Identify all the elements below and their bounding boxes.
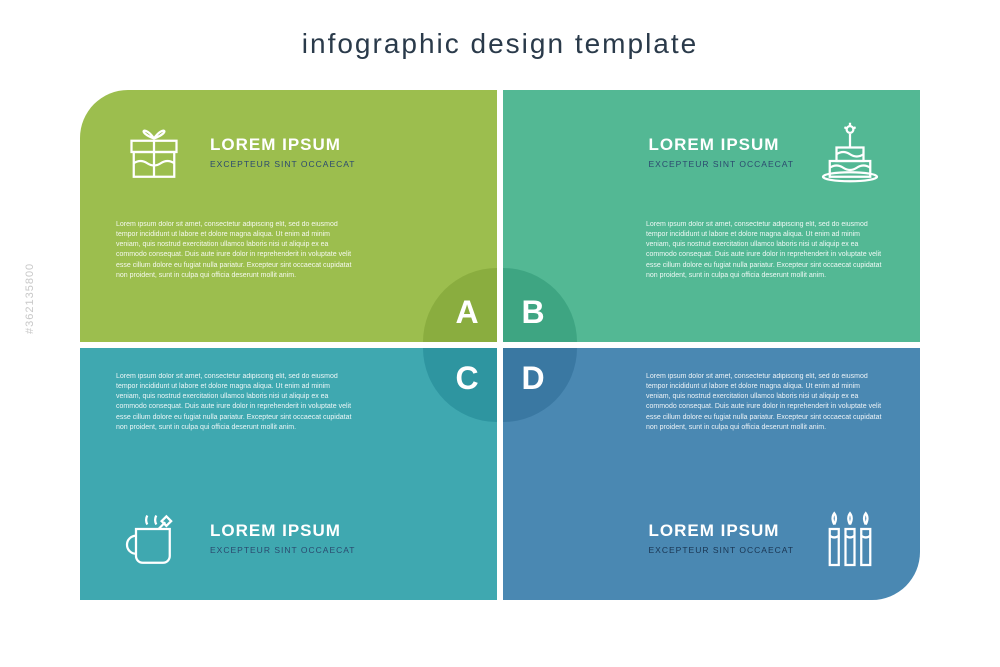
watermark-text: #362135800 (24, 262, 36, 333)
panel-a-heading: LOREM IPSUM (210, 135, 355, 155)
infographic-grid: LOREM IPSUM EXCEPTEUR SINT OCCAECAT Lore… (80, 90, 920, 600)
mug-icon (114, 498, 194, 578)
panel-a-letter: A (423, 268, 497, 342)
panel-b: LOREM IPSUM EXCEPTEUR SINT OCCAECAT Lore… (503, 90, 920, 342)
panel-d-heading: LOREM IPSUM (649, 521, 794, 541)
panel-b-heading: LOREM IPSUM (649, 135, 794, 155)
page-title: infographic design template (302, 28, 698, 60)
panel-c: C Lorem ipsum dolor sit amet, consectetu… (80, 348, 497, 600)
panel-d: D Lorem ipsum dolor sit amet, consectetu… (503, 348, 920, 600)
panel-d-letter: D (503, 348, 577, 422)
gift-icon (114, 112, 194, 192)
panel-b-subheading: EXCEPTEUR SINT OCCAECAT (649, 159, 794, 169)
cake-icon (810, 112, 890, 192)
panel-b-body: Lorem ipsum dolor sit amet, consectetur … (646, 220, 886, 281)
panel-d-body: Lorem ipsum dolor sit amet, consectetur … (646, 372, 886, 433)
panel-a-body: Lorem ipsum dolor sit amet, consectetur … (116, 220, 356, 281)
panel-c-heading: LOREM IPSUM (210, 521, 355, 541)
panel-c-subheading: EXCEPTEUR SINT OCCAECAT (210, 545, 355, 555)
panel-c-body: Lorem ipsum dolor sit amet, consectetur … (116, 372, 356, 433)
panel-b-letter: B (503, 268, 577, 342)
panel-a-subheading: EXCEPTEUR SINT OCCAECAT (210, 159, 355, 169)
panel-a: LOREM IPSUM EXCEPTEUR SINT OCCAECAT Lore… (80, 90, 497, 342)
panel-d-subheading: EXCEPTEUR SINT OCCAECAT (649, 545, 794, 555)
candles-icon (810, 498, 890, 578)
panel-c-letter: C (423, 348, 497, 422)
